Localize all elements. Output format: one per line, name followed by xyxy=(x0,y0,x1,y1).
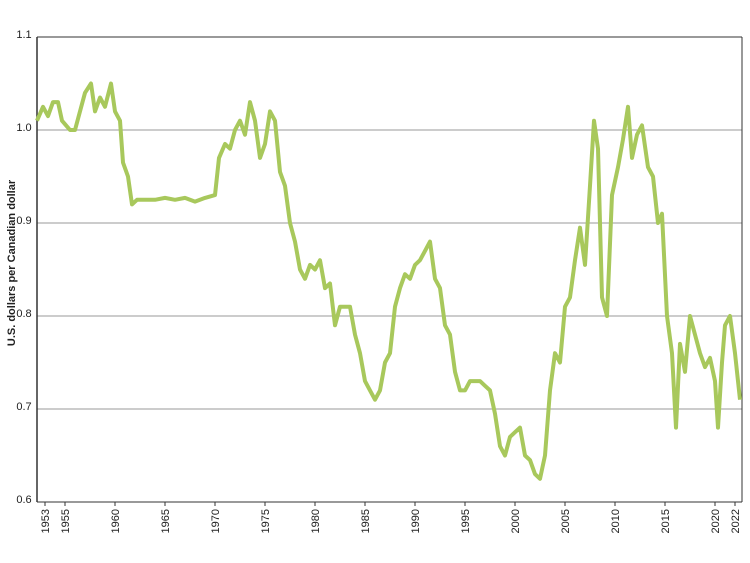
x-tick-label: 2010 xyxy=(610,509,622,533)
x-tick-label: 2022 xyxy=(730,509,742,533)
x-tick-label: 2005 xyxy=(560,509,572,533)
x-tick-label: 1985 xyxy=(360,509,372,533)
y-axis-label: U.S. dollars per Canadian dollar xyxy=(6,179,18,346)
x-tick-label: 1965 xyxy=(160,509,172,533)
x-tick-label: 1955 xyxy=(60,509,72,533)
x-tick-label: 2015 xyxy=(660,509,672,533)
x-tick-label: 1953 xyxy=(40,509,52,533)
y-tick-label: 1.0 xyxy=(16,122,31,134)
x-tick-label: 1975 xyxy=(260,509,272,533)
y-tick-label: 0.7 xyxy=(16,401,31,413)
y-tick-label: 0.8 xyxy=(16,308,31,320)
y-tick-label: 1.1 xyxy=(16,29,31,41)
x-tick-label: 1960 xyxy=(110,509,122,533)
x-tick-label: 2000 xyxy=(510,509,522,533)
x-tick-label: 1995 xyxy=(460,509,472,533)
y-tick-label: 0.6 xyxy=(16,494,31,506)
x-tick-label: 1990 xyxy=(410,509,422,533)
data-line xyxy=(35,81,742,481)
x-tick-label: 1970 xyxy=(210,509,222,533)
x-tick-label: 1980 xyxy=(310,509,322,533)
y-tick-label: 0.9 xyxy=(16,215,31,227)
x-tick-label: 2020 xyxy=(710,509,722,533)
